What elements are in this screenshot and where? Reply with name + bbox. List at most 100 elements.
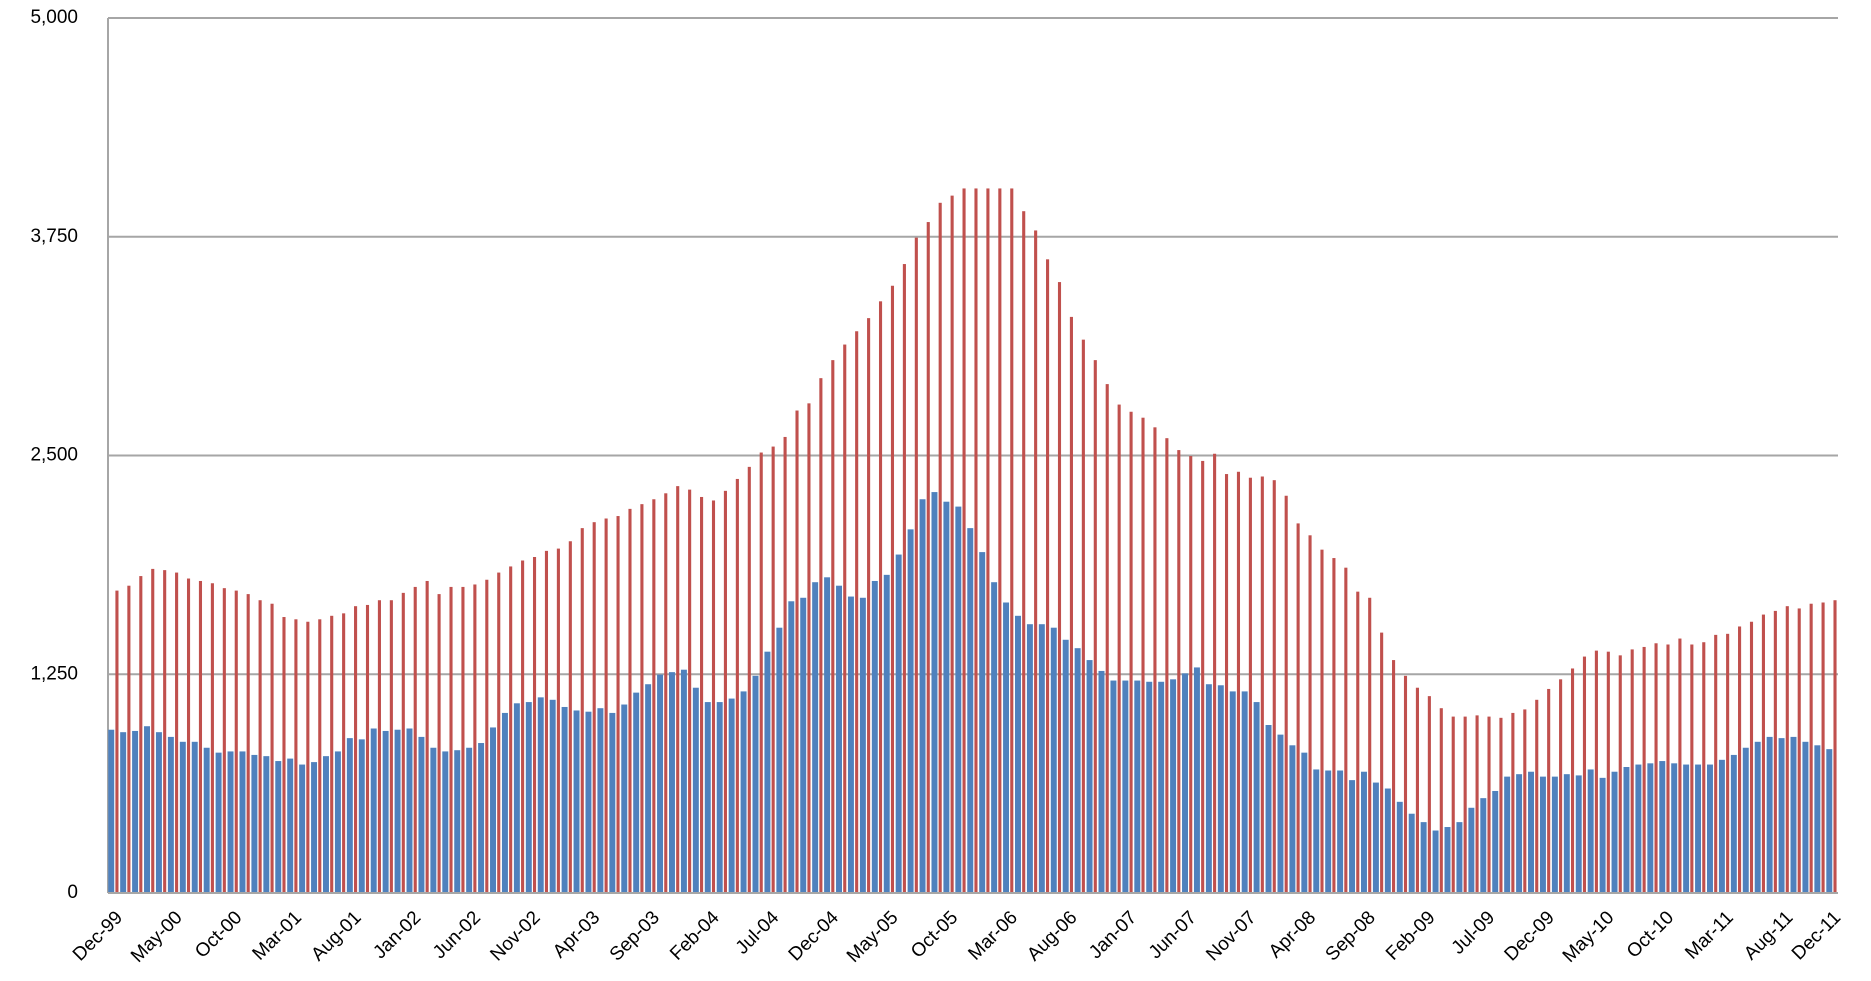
bar [1654, 643, 1658, 893]
bar [1451, 716, 1455, 893]
bar [1277, 734, 1284, 893]
bar [1396, 801, 1403, 893]
bar [1742, 747, 1749, 893]
bar [597, 708, 604, 893]
bar [943, 501, 950, 893]
bar [676, 486, 680, 893]
bar [991, 582, 998, 893]
bar [795, 410, 799, 893]
bar [270, 603, 274, 893]
bar [532, 557, 537, 893]
bar [950, 195, 954, 893]
bar [537, 697, 544, 893]
bar [895, 554, 902, 893]
bar [1480, 798, 1487, 893]
bar [652, 499, 656, 893]
bar [1368, 597, 1372, 893]
bar [1551, 776, 1558, 893]
bar [258, 600, 262, 893]
bar [418, 736, 425, 893]
bar [668, 672, 675, 893]
bar [1105, 384, 1109, 893]
bar [1766, 736, 1773, 893]
bar [1623, 767, 1630, 893]
bar [354, 606, 358, 893]
bar [1826, 749, 1833, 893]
bar [1046, 259, 1050, 893]
x-tick-label: Apr-03 [549, 907, 604, 962]
bar [604, 518, 608, 893]
bar [179, 741, 186, 893]
bar [132, 730, 139, 893]
bar [330, 615, 334, 893]
bar [1141, 417, 1145, 893]
bar [561, 706, 568, 893]
x-tick-label: Feb-09 [1382, 907, 1439, 964]
bar [210, 583, 214, 893]
bar [1475, 715, 1479, 893]
bar [1010, 188, 1014, 893]
bar [1158, 681, 1165, 893]
bar [449, 586, 453, 893]
bar [1833, 600, 1837, 893]
x-tick-label: May-10 [1559, 907, 1619, 967]
bar [931, 492, 938, 893]
bar [979, 552, 986, 893]
bar [1038, 624, 1045, 893]
x-tick-label: Jun-07 [1145, 907, 1201, 963]
bar [382, 730, 389, 893]
x-tick-label: Oct-10 [1623, 907, 1678, 962]
bar [621, 704, 628, 893]
bar [556, 548, 560, 893]
bar [986, 188, 990, 893]
bar [1570, 668, 1575, 893]
bar [580, 528, 584, 893]
bar [1582, 656, 1587, 893]
bar [1778, 738, 1785, 893]
bar [299, 764, 306, 893]
bar [1320, 549, 1324, 893]
x-tick-label: Oct-00 [191, 907, 246, 962]
bar [1189, 456, 1193, 893]
x-tick-label: Mar-11 [1681, 907, 1737, 963]
bar [1714, 634, 1718, 893]
bar [1177, 450, 1181, 893]
bar [1463, 716, 1467, 893]
bar [425, 580, 429, 893]
bar [616, 516, 620, 893]
bar [1170, 679, 1177, 893]
bar [203, 747, 210, 893]
bar [974, 188, 978, 893]
bar [847, 596, 854, 893]
bar [1308, 535, 1312, 893]
bar [1563, 774, 1570, 893]
bar [967, 528, 974, 893]
x-tick-label: Nov-02 [486, 907, 544, 965]
bar [1761, 614, 1765, 893]
bar [1062, 639, 1069, 893]
bar [740, 691, 747, 893]
x-tick-label: Sep-08 [1322, 907, 1380, 965]
bar [1110, 680, 1117, 893]
bar [628, 508, 632, 893]
bar [1666, 644, 1670, 893]
bar [1754, 741, 1761, 893]
bar [914, 237, 918, 893]
bar [723, 490, 727, 893]
bar [342, 613, 346, 893]
bar [871, 580, 878, 893]
bar [1403, 675, 1408, 893]
bar [191, 741, 198, 893]
bar [783, 436, 787, 893]
bar [1702, 642, 1706, 893]
bar [151, 568, 155, 893]
bar [1380, 632, 1384, 893]
bar [473, 584, 477, 893]
bar [1415, 687, 1419, 893]
bar [1647, 763, 1654, 893]
bar [1260, 476, 1264, 893]
bar [1492, 790, 1499, 893]
bar [1217, 685, 1224, 893]
bar [406, 728, 413, 893]
bar [501, 712, 508, 893]
